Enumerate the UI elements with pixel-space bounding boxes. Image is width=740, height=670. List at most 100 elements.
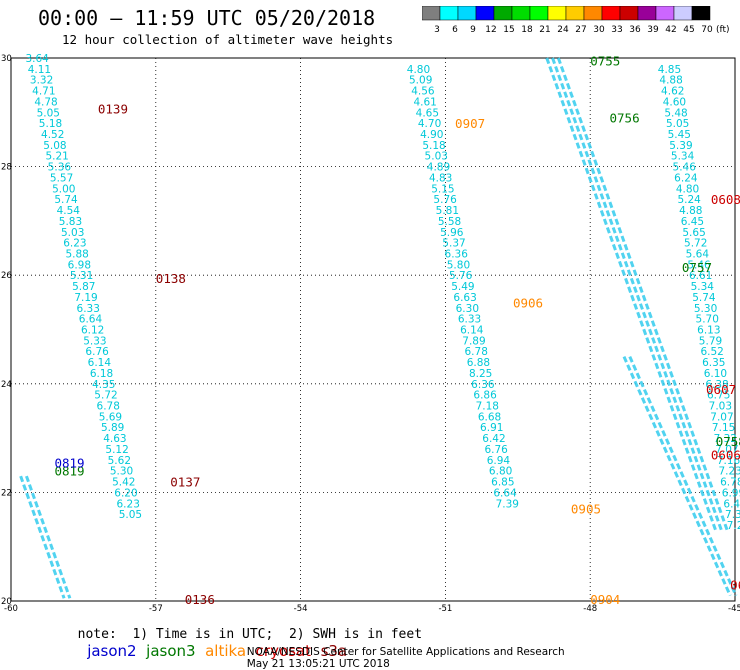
track-time-label: 0137	[170, 475, 200, 490]
dense-track-band	[25, 475, 72, 599]
swh-value: 4.88	[659, 75, 682, 87]
colorbar-label: 36	[629, 25, 641, 35]
swh-value: 7.16	[717, 455, 740, 467]
swh-value: 5.74	[692, 292, 716, 304]
swh-value: 5.05	[666, 118, 689, 130]
x-tick-label: -45	[728, 604, 740, 614]
swh-value: 4.65	[416, 107, 439, 119]
dense-track-band	[545, 57, 718, 531]
swh-value: 4.35	[92, 379, 115, 391]
page-title: 00:00 – 11:59 UTC 05/20/2018	[38, 6, 376, 30]
swh-value: 5.58	[438, 216, 461, 228]
swh-value: 5.45	[668, 129, 691, 141]
swh-value: 6.14	[88, 357, 112, 369]
x-tick-label: -54	[294, 604, 308, 614]
swh-value: 6.33	[458, 314, 481, 326]
swh-value: 7.26	[727, 520, 740, 532]
swh-value: 5.33	[83, 335, 106, 347]
x-tick-label: -51	[438, 604, 452, 614]
y-tick-label: 22	[1, 488, 12, 498]
swh-value: 6.35	[702, 357, 725, 369]
swh-value: 7.07	[710, 411, 733, 423]
colorbar-label: 9	[470, 25, 476, 35]
swh-value: 5.05	[37, 107, 60, 119]
swh-value: 5.18	[39, 118, 62, 130]
dense-track-band	[556, 57, 729, 531]
swh-value: 5.24	[677, 194, 701, 206]
y-tick-label: 30	[1, 54, 12, 64]
swh-value: 6.20	[114, 487, 137, 499]
swh-value: 5.05	[119, 509, 142, 521]
swh-value: 7.18	[476, 401, 499, 413]
swh-value: 6.75	[707, 390, 730, 402]
swh-value: 4.11	[28, 64, 51, 76]
swh-value: 5.65	[682, 227, 705, 239]
colorbar-label: 33	[611, 25, 622, 35]
swh-value: 6.36	[445, 248, 469, 260]
swh-value: 7.33	[725, 509, 740, 521]
track-time-label: 0606	[711, 447, 740, 462]
swh-value: 4.90	[420, 129, 443, 141]
swh-value: 5.64	[686, 248, 710, 260]
track-time-label: 0607	[706, 382, 736, 397]
swh-value: 3.64	[25, 53, 49, 65]
track-time-label: 0905	[571, 502, 601, 517]
swh-value: 5.08	[43, 140, 66, 152]
swh-value: 3.32	[30, 75, 53, 87]
swh-value: 5.96	[440, 227, 464, 239]
dense-track-band	[19, 475, 66, 599]
swh-value: 5.57	[50, 172, 73, 184]
track-time-label: 0907	[455, 116, 485, 131]
track-time-label: 0755	[590, 54, 620, 69]
y-tick-label: 26	[1, 271, 12, 281]
swh-value: 5.37	[442, 238, 465, 250]
swh-value: 4.70	[418, 118, 441, 130]
swh-value: 6.36	[471, 379, 495, 391]
swh-value: 6.18	[90, 368, 113, 380]
swh-value: 6.24	[674, 172, 698, 184]
swh-value: 5.12	[105, 444, 128, 456]
colorbar-label: 70	[701, 25, 713, 35]
colorbar-unit: (ft)	[716, 25, 730, 35]
dense-track-band	[551, 57, 723, 531]
y-tick-label: 24	[1, 380, 12, 390]
swh-value: 5.21	[45, 151, 68, 163]
swh-value: 6.85	[491, 477, 514, 489]
swh-value: 5.03	[61, 227, 84, 239]
y-tick-label: 28	[1, 163, 12, 173]
track-time-label: 0608	[711, 192, 740, 207]
swh-value: 6.33	[77, 303, 100, 315]
swh-value: 5.74	[54, 194, 78, 206]
swh-value: 5.62	[108, 455, 131, 467]
swh-value: 7.89	[462, 335, 485, 347]
swh-value: 6.78	[97, 401, 120, 413]
swh-value: 7.15	[712, 422, 735, 434]
swh-value: 6.80	[489, 466, 512, 478]
wave-height-map: -60 -57 -54 -51 -48 -45 30 28 26 24 22 20 3.644.113.…	[1, 53, 740, 614]
swh-value: 4.80	[407, 64, 430, 76]
swh-value: 4.80	[676, 183, 699, 195]
track-time-label: 0758	[716, 434, 740, 449]
swh-value: 6.76	[484, 444, 508, 456]
swh-value: 5.49	[451, 281, 474, 293]
colorbar-label: 39	[647, 25, 659, 35]
swh-value: 7.03	[709, 401, 732, 413]
swh-value: 6.76	[85, 346, 109, 358]
swh-value: 5.15	[431, 183, 454, 195]
swh-value: 5.39	[669, 140, 692, 152]
track-time-label: 0139	[98, 101, 128, 116]
colorbar-label: 15	[503, 25, 514, 35]
swh-value: 7.07	[715, 444, 738, 456]
track-time-label: 0138	[156, 271, 186, 286]
footer-credit: NOAA/NESDIS Center for Satellite Applica…	[240, 634, 581, 670]
swh-value: 6.88	[467, 357, 490, 369]
track-time-label: 0906	[513, 295, 543, 310]
swh-value: 5.00	[52, 183, 75, 195]
swh-value: 6.13	[697, 325, 720, 337]
swh-value: 5.30	[110, 466, 133, 478]
page-subtitle: 12 hour collection of altimeter wave hei…	[62, 32, 394, 47]
swh-value: 4.60	[663, 96, 686, 108]
plot-frame	[10, 57, 736, 602]
swh-value: 6.52	[700, 346, 723, 358]
swh-value: 5.72	[684, 238, 707, 250]
